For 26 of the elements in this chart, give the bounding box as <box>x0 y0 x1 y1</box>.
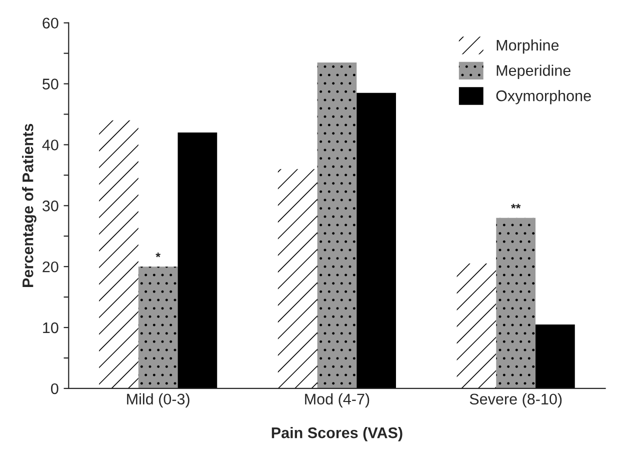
x-axis-title: Pain Scores (VAS) <box>272 426 402 442</box>
bar <box>138 266 178 388</box>
y-tick-label: 40 <box>42 140 58 150</box>
x-tick-label: Mod (4-7) <box>305 393 370 408</box>
y-tick-label: 30 <box>42 200 58 212</box>
bar <box>496 218 536 388</box>
y-tick-label: 60 <box>42 18 58 29</box>
legend-label: Oxymorphone <box>496 90 591 104</box>
x-tick-label: Severe (8-10) <box>470 393 562 408</box>
annotation: * <box>156 252 160 258</box>
bar <box>178 132 218 388</box>
bar <box>278 169 318 388</box>
y-axis-title: Percentage of Patients <box>22 124 36 287</box>
bar <box>536 324 575 388</box>
annotation: ** <box>511 204 521 209</box>
y-tick-label: 20 <box>42 261 58 272</box>
y-tick-label: 0 <box>51 383 58 394</box>
bar <box>356 92 396 388</box>
bar <box>317 62 357 388</box>
legend-label: Morphine <box>496 39 559 54</box>
legend-label: Meperidine <box>496 64 570 79</box>
bar <box>99 120 138 388</box>
bar <box>456 264 496 388</box>
x-tick-label: Mild (0-3) <box>127 393 190 408</box>
y-tick-label: 10 <box>43 322 58 334</box>
y-tick-label: 50 <box>42 78 58 90</box>
